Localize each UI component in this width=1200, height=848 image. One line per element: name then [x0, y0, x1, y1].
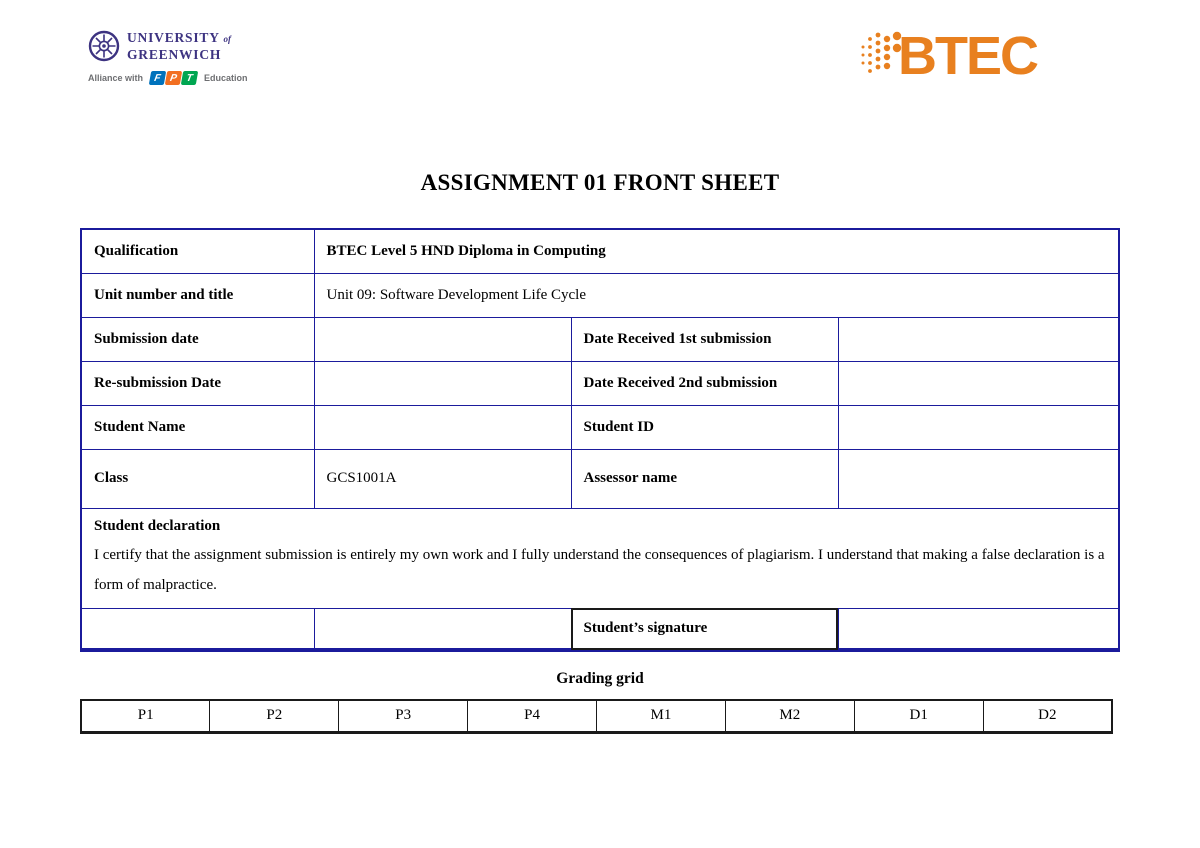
assessor-name-label-cell: Assessor name: [570, 448, 839, 509]
student-signature-label-cell: Student’s signature: [570, 607, 839, 652]
fpt-letter-p: P: [164, 71, 183, 85]
grading-cell-p3: P3: [338, 699, 469, 733]
row-unit: Unit number and title Unit 09: Software …: [80, 272, 1120, 318]
alliance-line: Alliance with F P T Education: [88, 71, 248, 85]
grading-cell-m2: M2: [724, 699, 855, 733]
university-of-greenwich-logo: UNIVERSITY of GREENWICH Alliance with F …: [88, 30, 248, 85]
class-label-cell: Class: [80, 448, 315, 509]
row-student-name: Student Name Student ID: [80, 404, 1120, 450]
signature-empty-cell-2: [313, 607, 572, 652]
date-received-2-value-cell: [837, 360, 1120, 406]
student-name-value-cell: [313, 404, 572, 450]
uog-name-line2: GREENWICH: [127, 47, 222, 62]
grading-cell-p4: P4: [467, 699, 597, 733]
submission-date-label-cell: Submission date: [80, 316, 315, 362]
fpt-letter-f: F: [148, 71, 167, 85]
btec-wordmark: BTEC: [898, 26, 1039, 86]
alliance-suffix: Education: [204, 73, 248, 83]
student-declaration-cell: Student declaration I certify that the a…: [80, 507, 1120, 609]
student-id-value-cell: [837, 404, 1120, 450]
row-submission-date: Submission date Date Received 1st submis…: [80, 316, 1120, 362]
grading-cell-p2: P2: [209, 699, 340, 733]
class-value-cell: GCS1001A: [313, 448, 572, 509]
submission-date-value-cell: [313, 316, 572, 362]
row-class: Class GCS1001A Assessor name: [80, 448, 1120, 509]
assessor-name-value-cell: [837, 448, 1120, 509]
grading-cell-d2: D2: [982, 699, 1113, 733]
grading-cell-p1: P1: [80, 699, 211, 733]
declaration-title: Student declaration: [94, 517, 221, 534]
grading-grid-row: P1 P2 P3 P4 M1 M2 D1 D2: [80, 699, 1113, 733]
row-declaration: Student declaration I certify that the a…: [80, 507, 1120, 609]
student-id-label-cell: Student ID: [570, 404, 839, 450]
unit-label-cell: Unit number and title: [80, 272, 315, 318]
alliance-prefix: Alliance with: [88, 73, 144, 83]
grading-grid-table: P1 P2 P3 P4 M1 M2 D1 D2: [80, 699, 1113, 734]
row-qualification: Qualification BTEC Level 5 HND Diploma i…: [80, 228, 1120, 274]
grading-cell-m1: M1: [596, 699, 726, 733]
signature-empty-cell-1: [80, 607, 315, 652]
declaration-text: I certify that the assignment submission…: [94, 546, 1105, 593]
fpt-logo: F P T: [148, 71, 199, 85]
resubmission-date-value-cell: [313, 360, 572, 406]
row-signature: Student’s signature: [80, 607, 1120, 652]
resubmission-date-label-cell: Re-submission Date: [80, 360, 315, 406]
qualification-value-cell: BTEC Level 5 HND Diploma in Computing: [313, 228, 1120, 274]
uog-name-line1: UNIVERSITY: [127, 30, 220, 45]
signature-value-cell: [837, 607, 1120, 652]
front-sheet-table: Qualification BTEC Level 5 HND Diploma i…: [80, 228, 1120, 652]
fpt-letter-t: T: [180, 71, 199, 85]
unit-value-cell: Unit 09: Software Development Life Cycle: [313, 272, 1120, 318]
grading-cell-d1: D1: [853, 699, 984, 733]
page-title: ASSIGNMENT 01 FRONT SHEET: [420, 170, 780, 195]
btec-logo: BTEC: [858, 24, 1039, 86]
row-resubmission-date: Re-submission Date Date Received 2nd sub…: [80, 360, 1120, 406]
compass-rose-icon: [88, 30, 120, 62]
btec-dots-icon: [861, 31, 902, 73]
uog-name-of: of: [223, 34, 231, 44]
grading-grid-heading: Grading grid: [556, 670, 644, 687]
student-name-label-cell: Student Name: [80, 404, 315, 450]
date-received-1-value-cell: [837, 316, 1120, 362]
date-received-1-label-cell: Date Received 1st submission: [570, 316, 839, 362]
uog-wordmark: UNIVERSITY of GREENWICH: [127, 30, 231, 62]
date-received-2-label-cell: Date Received 2nd submission: [570, 360, 839, 406]
qualification-label-cell: Qualification: [80, 228, 315, 274]
